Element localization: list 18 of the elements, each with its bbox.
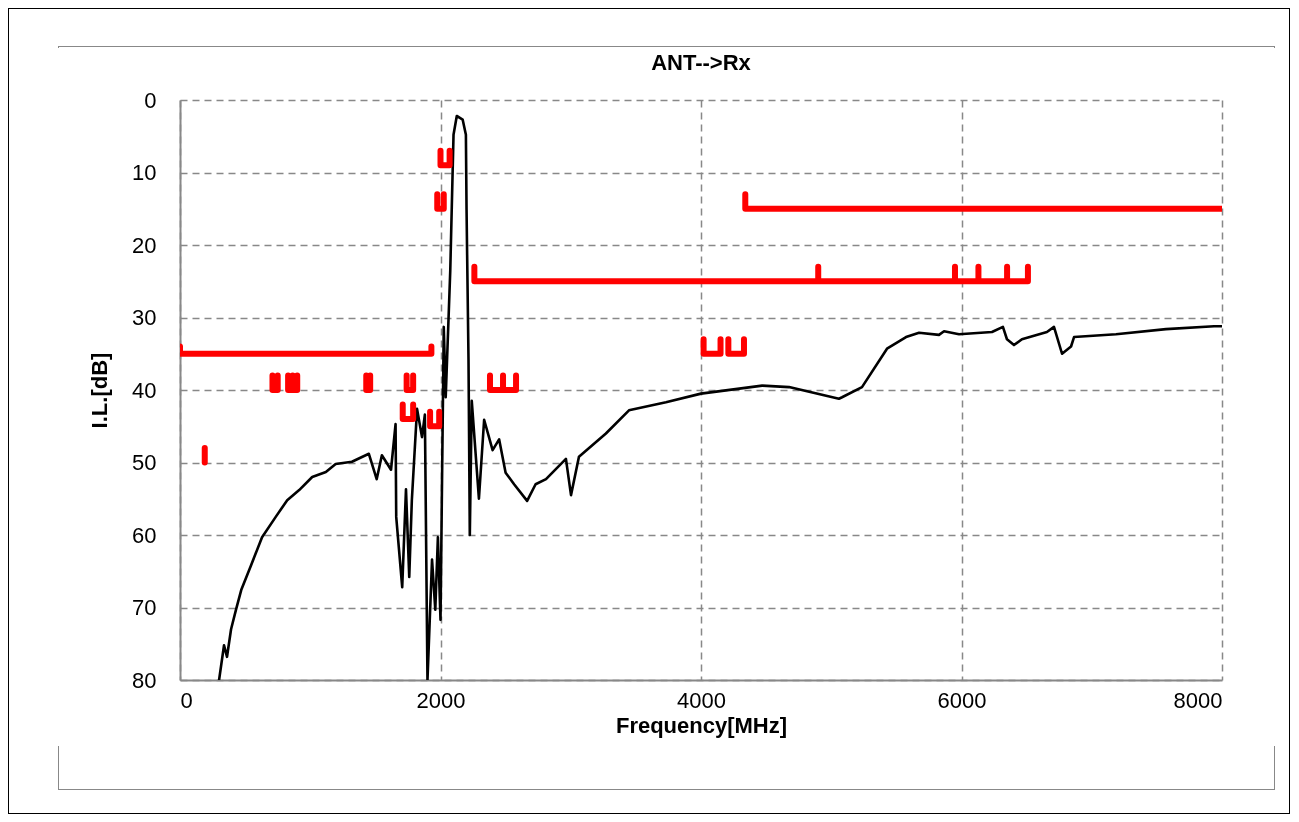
x-tick-label: 2000 bbox=[416, 687, 466, 713]
y-tick-label: 0 bbox=[144, 87, 157, 113]
y-tick-label: 20 bbox=[132, 232, 157, 258]
chart-title: ANT-->Rx bbox=[651, 50, 752, 75]
line-series bbox=[217, 114, 1222, 680]
x-tick-label: 4000 bbox=[677, 687, 726, 713]
x-tick-label: 8000 bbox=[1173, 687, 1223, 713]
y-axis-title: I.L.[dB] bbox=[87, 352, 113, 429]
y-tick-label: 10 bbox=[132, 160, 157, 185]
y-tick-label: 50 bbox=[132, 450, 157, 475]
y-tick-label: 30 bbox=[132, 305, 157, 330]
x-tick-label: 0 bbox=[180, 687, 193, 713]
x-axis-title: Frequency[MHz] bbox=[615, 712, 788, 738]
y-tick-label: 60 bbox=[132, 522, 157, 548]
y-tick-label: 80 bbox=[132, 667, 157, 693]
x-tick-label: 6000 bbox=[937, 687, 987, 713]
y-tick-label: 70 bbox=[132, 595, 157, 620]
y-tick-label: 40 bbox=[132, 377, 157, 403]
